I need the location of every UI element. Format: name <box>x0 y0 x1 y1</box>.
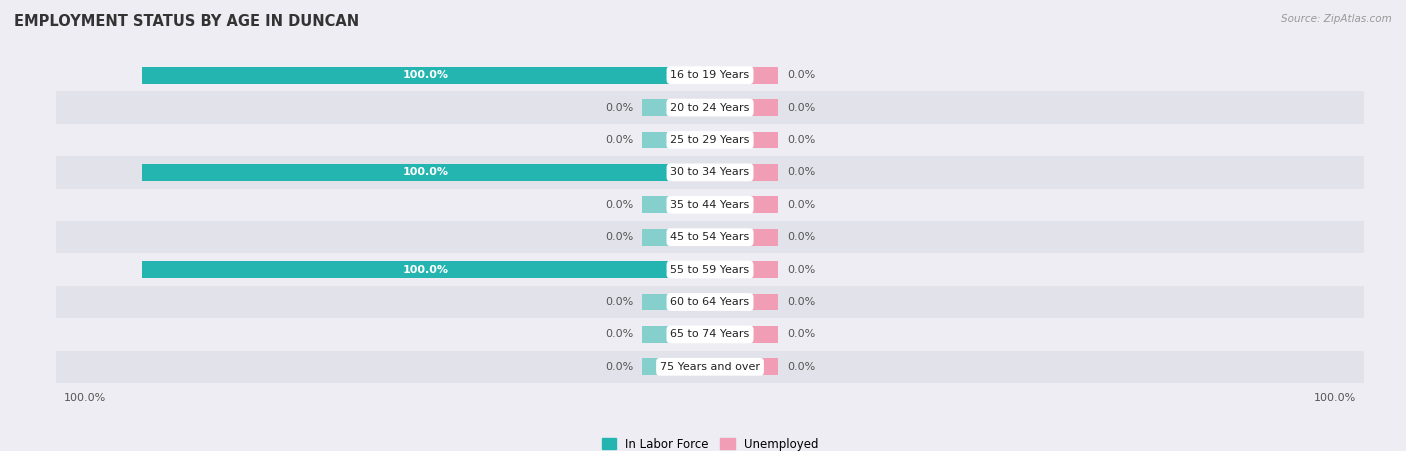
Text: 0.0%: 0.0% <box>605 135 633 145</box>
Bar <box>641 229 710 246</box>
Bar <box>710 359 779 375</box>
Bar <box>56 92 1364 124</box>
Bar <box>56 59 1364 92</box>
Bar <box>710 261 779 278</box>
Text: 0.0%: 0.0% <box>605 362 633 372</box>
Text: 0.0%: 0.0% <box>605 297 633 307</box>
Text: 75 Years and over: 75 Years and over <box>659 362 761 372</box>
Text: 20 to 24 Years: 20 to 24 Years <box>671 102 749 113</box>
Text: 60 to 64 Years: 60 to 64 Years <box>671 297 749 307</box>
Text: 0.0%: 0.0% <box>787 297 815 307</box>
Bar <box>142 261 710 278</box>
Bar <box>56 124 1364 156</box>
Legend: In Labor Force, Unemployed: In Labor Force, Unemployed <box>596 433 824 451</box>
Bar <box>56 156 1364 189</box>
Text: 55 to 59 Years: 55 to 59 Years <box>671 265 749 275</box>
Text: 0.0%: 0.0% <box>787 362 815 372</box>
Text: EMPLOYMENT STATUS BY AGE IN DUNCAN: EMPLOYMENT STATUS BY AGE IN DUNCAN <box>14 14 359 28</box>
Bar <box>56 318 1364 350</box>
Bar <box>641 326 710 343</box>
Text: 35 to 44 Years: 35 to 44 Years <box>671 200 749 210</box>
Text: 0.0%: 0.0% <box>605 102 633 113</box>
Bar <box>641 132 710 148</box>
Text: 16 to 19 Years: 16 to 19 Years <box>671 70 749 80</box>
Text: 100.0%: 100.0% <box>402 70 449 80</box>
Bar <box>641 294 710 310</box>
Text: 0.0%: 0.0% <box>787 232 815 242</box>
Bar <box>56 286 1364 318</box>
Bar <box>641 196 710 213</box>
Bar <box>710 196 779 213</box>
Text: 45 to 54 Years: 45 to 54 Years <box>671 232 749 242</box>
Text: 0.0%: 0.0% <box>787 265 815 275</box>
Text: 0.0%: 0.0% <box>787 102 815 113</box>
Text: 0.0%: 0.0% <box>605 232 633 242</box>
Bar <box>710 164 779 181</box>
Text: 30 to 34 Years: 30 to 34 Years <box>671 167 749 177</box>
Bar <box>710 326 779 343</box>
Bar <box>641 359 710 375</box>
Bar <box>56 189 1364 221</box>
Text: 0.0%: 0.0% <box>787 200 815 210</box>
Text: 0.0%: 0.0% <box>787 70 815 80</box>
Text: 100.0%: 100.0% <box>402 167 449 177</box>
Text: 100.0%: 100.0% <box>402 265 449 275</box>
Bar <box>56 221 1364 253</box>
Bar <box>710 132 779 148</box>
Text: 0.0%: 0.0% <box>787 135 815 145</box>
Bar <box>710 99 779 116</box>
Bar <box>641 99 710 116</box>
Bar <box>56 350 1364 383</box>
Bar <box>142 164 710 181</box>
Text: 0.0%: 0.0% <box>787 329 815 340</box>
Text: 0.0%: 0.0% <box>605 200 633 210</box>
Text: 65 to 74 Years: 65 to 74 Years <box>671 329 749 340</box>
Bar <box>710 229 779 246</box>
Text: 0.0%: 0.0% <box>787 167 815 177</box>
Text: 0.0%: 0.0% <box>605 329 633 340</box>
Bar <box>142 67 710 83</box>
Text: Source: ZipAtlas.com: Source: ZipAtlas.com <box>1281 14 1392 23</box>
Text: 25 to 29 Years: 25 to 29 Years <box>671 135 749 145</box>
Bar <box>56 253 1364 286</box>
Bar <box>710 294 779 310</box>
Bar <box>710 67 779 83</box>
